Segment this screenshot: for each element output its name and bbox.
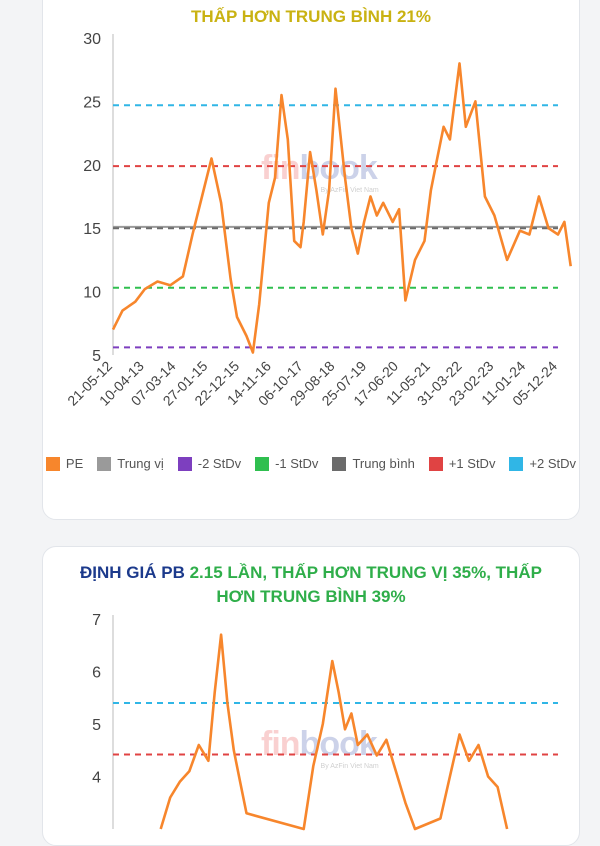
legend-swatch — [45, 456, 60, 471]
y-tick-label: 10 — [83, 285, 101, 302]
y-tick-label: 20 — [83, 158, 101, 175]
legend-label: Trung bình — [352, 456, 415, 471]
pe-legend: PE Trung vị -2 StDv -1 StDv Trung bình +1 StD… — [43, 456, 579, 471]
legend-item[interactable]: Trung bình — [332, 456, 415, 471]
series-line — [159, 633, 509, 831]
legend-item[interactable]: PE — [45, 456, 84, 471]
legend-label: -2 StDv — [197, 456, 242, 471]
legend-label: Trung vị — [117, 456, 164, 471]
legend-swatch — [177, 456, 192, 471]
y-tick-label: 5 — [92, 348, 101, 365]
legend-label: +1 StDv — [448, 456, 496, 471]
y-tick-label: 25 — [83, 94, 101, 111]
pb-chart-title-line1: ĐỊNH GIÁ PB 2.15 LẦN, THẤP HƠN TRUNG VỊ … — [43, 563, 579, 583]
pe-chart-card: THẤP HƠN TRUNG BÌNH 21% finbook By AzFin… — [42, 0, 580, 520]
legend-swatch — [255, 456, 270, 471]
legend-item[interactable]: -1 StDv — [255, 456, 318, 471]
y-tick-label: 30 — [83, 31, 101, 48]
legend-swatch — [332, 456, 347, 471]
legend-label: -1 StDv — [275, 456, 319, 471]
legend-label: PE — [65, 456, 84, 471]
pb-chart: 4 5 6 7 — [92, 612, 558, 831]
pb-chart-card: ĐỊNH GIÁ PB 2.15 LẦN, THẤP HƠN TRUNG VỊ … — [42, 546, 580, 846]
finbook-watermark-2: finbook By AzFin Viet Nam — [261, 725, 379, 770]
legend-item[interactable]: +2 StDv — [509, 456, 576, 471]
legend-swatch — [509, 456, 524, 471]
legend-item[interactable]: +1 StDv — [428, 456, 496, 471]
pb-title-rest: 2.15 LẦN, THẤP HƠN TRUNG VỊ 35%, THẤP — [189, 563, 542, 582]
legend-item[interactable]: Trung vị — [97, 456, 164, 471]
legend-swatch — [97, 456, 112, 471]
y-tick-label: 6 — [92, 665, 101, 682]
legend-item[interactable]: -2 StDv — [177, 456, 242, 471]
pe-chart-title: THẤP HƠN TRUNG BÌNH 21% — [191, 7, 431, 26]
series-line — [111, 62, 572, 354]
pb-title-prefix: ĐỊNH GIÁ PB — [80, 563, 185, 582]
pb-chart-title-line2: HƠN TRUNG BÌNH 39% — [216, 587, 406, 606]
pe-chart: 5101520253021-05-1210-04-1307-03-1427-01… — [64, 31, 572, 409]
y-tick-label: 4 — [92, 770, 101, 787]
legend-swatch — [428, 456, 443, 471]
y-tick-label: 7 — [92, 612, 101, 629]
y-tick-label: 15 — [83, 221, 101, 238]
y-tick-label: 5 — [92, 717, 101, 734]
legend-label: +2 StDv — [529, 456, 577, 471]
